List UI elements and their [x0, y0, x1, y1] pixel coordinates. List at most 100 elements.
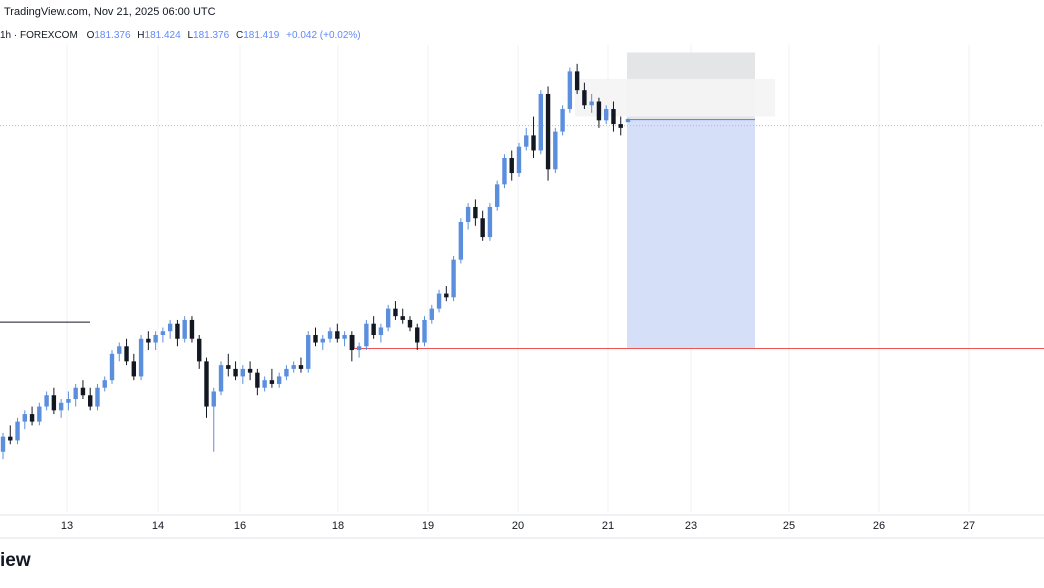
candle	[37, 402, 42, 426]
candle-body	[596, 101, 602, 121]
candle-body	[73, 387, 78, 400]
candle	[276, 372, 282, 388]
candle-body	[313, 334, 318, 343]
candle-body	[88, 395, 93, 407]
candle-body	[531, 135, 536, 151]
candle	[356, 342, 362, 358]
candle	[197, 334, 202, 369]
candle	[603, 105, 609, 125]
candle	[22, 410, 28, 430]
candle	[487, 203, 493, 241]
candle-body	[44, 395, 49, 407]
candle	[451, 255, 456, 302]
candle-body	[494, 184, 500, 207]
candle-body	[603, 109, 609, 121]
candle	[364, 319, 369, 351]
candle	[298, 357, 304, 373]
candle-body	[306, 334, 311, 369]
candle-body	[66, 399, 71, 403]
candle	[160, 327, 166, 343]
candle-body	[182, 319, 187, 339]
candle	[73, 383, 78, 407]
candle	[625, 118, 631, 123]
open-label: O	[86, 30, 95, 41]
x-tick-label: 14	[152, 520, 164, 532]
candle	[553, 127, 558, 174]
candle	[480, 210, 485, 241]
candle	[415, 323, 420, 351]
candle	[465, 203, 471, 230]
candle-body	[371, 323, 376, 335]
candle-body	[349, 334, 355, 351]
candle	[407, 316, 413, 332]
candle	[175, 319, 180, 347]
candle-body	[582, 90, 587, 106]
candle-body	[567, 71, 573, 110]
candle	[29, 406, 35, 426]
candle	[51, 387, 57, 415]
candle	[327, 327, 333, 343]
candle-body	[385, 308, 391, 328]
candle	[582, 82, 587, 110]
candle-body	[117, 346, 122, 354]
candle	[538, 90, 543, 155]
candle-body	[415, 327, 420, 343]
candle	[146, 331, 151, 351]
candle-body	[255, 372, 260, 388]
candle-body	[15, 421, 20, 441]
candle-body	[487, 206, 493, 238]
candle-body	[197, 338, 202, 362]
candle	[524, 127, 529, 151]
candle-body	[574, 71, 580, 91]
candle	[131, 353, 137, 381]
long-short-position-tool[interactable]	[575, 52, 775, 349]
candle-body	[22, 414, 28, 422]
symbol-label[interactable]: 1h · FOREXCOM	[0, 30, 78, 41]
candle	[233, 361, 238, 381]
candle-body	[160, 331, 166, 335]
candle-body	[211, 391, 216, 407]
candle-body	[429, 308, 434, 320]
candle-body	[400, 316, 405, 320]
candle	[117, 342, 122, 362]
open-value: 181.376	[94, 30, 131, 41]
candle-body	[524, 135, 529, 147]
candle	[436, 289, 442, 313]
candle	[618, 116, 623, 136]
candle	[189, 316, 195, 343]
candle	[342, 331, 347, 347]
candle	[58, 399, 64, 418]
candle-body	[611, 109, 616, 125]
candle-body	[51, 395, 57, 411]
time-axis[interactable]: 13 14 16 18 19 20 21 23 25 26 27	[0, 514, 1044, 539]
candlestick-series	[0, 63, 631, 460]
candle	[313, 327, 318, 347]
position-target-zone[interactable]	[627, 119, 755, 349]
candle-body	[458, 222, 464, 260]
candle	[349, 331, 355, 362]
x-tick-label: 23	[685, 520, 697, 532]
horizontal-levels[interactable]	[0, 125, 1044, 350]
candle	[589, 93, 594, 113]
change-value: +0.042 (+0.02%)	[286, 30, 361, 41]
candle-body	[465, 206, 471, 223]
candle-body	[29, 414, 35, 422]
tradingview-logo: iew	[0, 550, 31, 571]
candle-body	[102, 380, 107, 388]
candle	[567, 67, 573, 113]
candle-body	[625, 118, 631, 123]
candle-body	[189, 319, 195, 339]
candle	[211, 387, 216, 452]
candle	[138, 334, 144, 381]
candle-body	[560, 109, 565, 132]
low-value: 181.376	[193, 30, 230, 41]
candle-body	[378, 327, 384, 335]
candle-body	[58, 402, 64, 411]
candle	[218, 361, 224, 396]
candle	[429, 304, 434, 324]
candle-body	[276, 376, 282, 384]
candle	[378, 323, 384, 343]
candle	[262, 376, 267, 392]
candle-body	[284, 368, 289, 377]
